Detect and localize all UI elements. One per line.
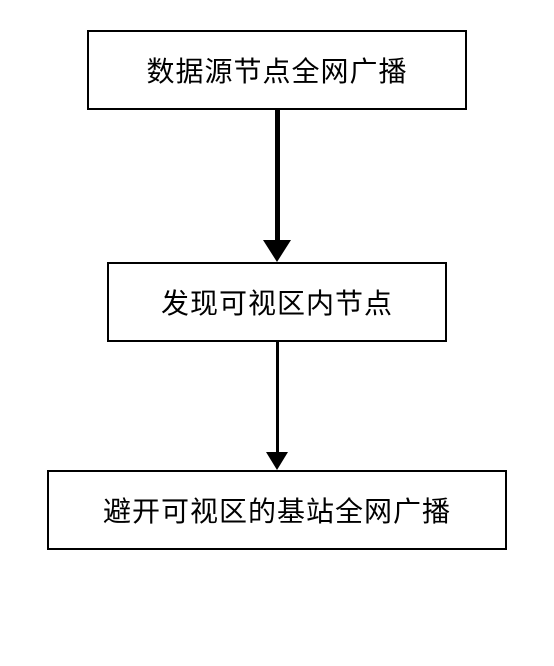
arrow-1: [263, 110, 291, 262]
arrow-head-icon: [266, 452, 288, 470]
node-3-label: 避开可视区的基站全网广播: [103, 490, 451, 530]
flowchart-node-2: 发现可视区内节点: [107, 262, 447, 342]
flowchart-node-1: 数据源节点全网广播: [87, 30, 467, 110]
arrow-head-icon: [263, 240, 291, 262]
arrow-2: [266, 342, 288, 470]
arrow-line-icon: [275, 110, 280, 240]
arrow-line-icon: [276, 342, 279, 452]
node-1-label: 数据源节点全网广播: [146, 50, 407, 90]
flowchart-node-3: 避开可视区的基站全网广播: [47, 470, 507, 550]
flowchart-container: 数据源节点全网广播 发现可视区内节点 避开可视区的基站全网广播: [0, 0, 554, 550]
node-2-label: 发现可视区内节点: [161, 282, 393, 322]
